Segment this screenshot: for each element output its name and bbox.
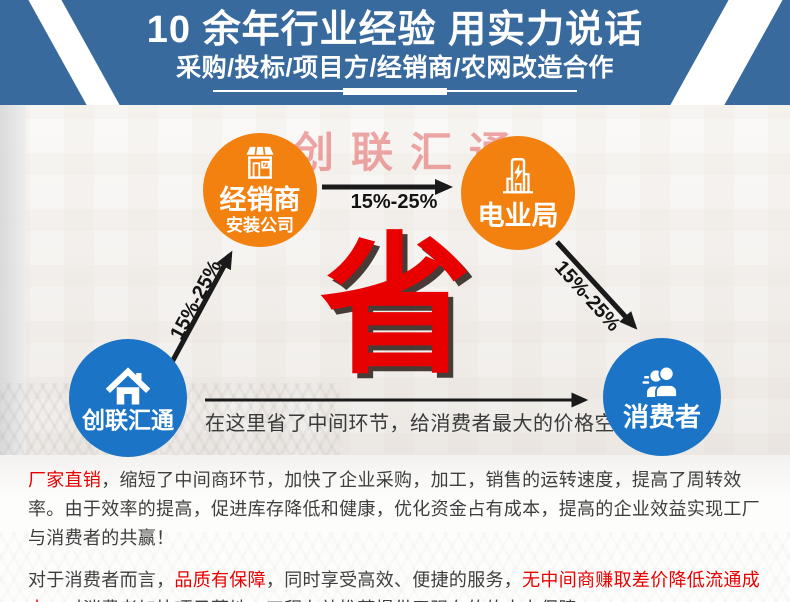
discount-label-dealer-to-bureau: 15%-25% bbox=[350, 191, 438, 213]
node-bureau-label: 电业局 bbox=[477, 200, 559, 231]
node-dealer-label: 经销商 bbox=[219, 184, 301, 215]
paragraph-text: ，缩短了中间商环节，加快了企业采购，加工，销售的运转速度，提高了周转效率。由于效… bbox=[28, 470, 760, 548]
divider-thick-segment bbox=[343, 88, 447, 95]
description-section: 厂家直销，缩短了中间商环节，加快了企业采购，加工，销售的运转速度，提高了周转效率… bbox=[0, 455, 790, 602]
node-dealer-sublabel: 安装公司 bbox=[226, 215, 294, 235]
node-company: 创联汇通 bbox=[69, 339, 187, 457]
power-building-icon bbox=[503, 157, 533, 194]
emphasis-quality: 品质有保障 bbox=[174, 570, 266, 590]
node-company-label: 创联汇通 bbox=[82, 406, 174, 433]
node-consumer: 消费者 bbox=[603, 338, 721, 456]
paragraph-factory-direct: 厂家直销，缩短了中间商环节，加快了企业采购，加工，销售的运转速度，提高了周转效率… bbox=[28, 466, 762, 553]
header-banner: 10 余年行业经验 用实力说话 采购/投标/项目方/经销商/农网改造合作 bbox=[0, 0, 790, 105]
paragraph-text: ，同时享受高效、便捷的服务， bbox=[265, 570, 523, 590]
emphasis-factory-direct: 厂家直销 bbox=[28, 470, 102, 490]
storefront-icon bbox=[246, 146, 274, 179]
header-subtitle: 采购/投标/项目方/经销商/农网改造合作 bbox=[176, 54, 614, 82]
header-divider bbox=[213, 88, 577, 95]
node-dealer: 经销商 安装公司 bbox=[203, 133, 317, 247]
header-title: 10 余年行业经验 用实力说话 bbox=[146, 9, 644, 51]
paragraph-text: ，对消费者加快项目落地，工程有效推荐提供了强有的的电力保障。 bbox=[46, 599, 595, 602]
save-character: 省 bbox=[320, 222, 472, 392]
emphasis-no-middleman: 无中间商赚取差价降低流通成本 bbox=[28, 570, 761, 602]
people-icon bbox=[642, 366, 678, 399]
building-edge-shade bbox=[0, 105, 26, 455]
diagram-caption: 在这里省了中间环节，给消费者最大的价格空间 bbox=[205, 413, 636, 435]
node-consumer-label: 消费者 bbox=[622, 402, 701, 433]
supply-chain-diagram: 创联汇通 15%-25% 15%-25% 15%-25% 省 在这里省了中间环节… bbox=[0, 105, 790, 457]
paragraph-consumer-benefit: 对于消费者而言，品质有保障，同时享受高效、便捷的服务，无中间商赚取差价降低流通成… bbox=[28, 566, 762, 602]
node-bureau: 电业局 bbox=[461, 136, 575, 250]
paragraph-text: 对于消费者而言， bbox=[28, 570, 175, 590]
house-icon bbox=[105, 367, 151, 405]
